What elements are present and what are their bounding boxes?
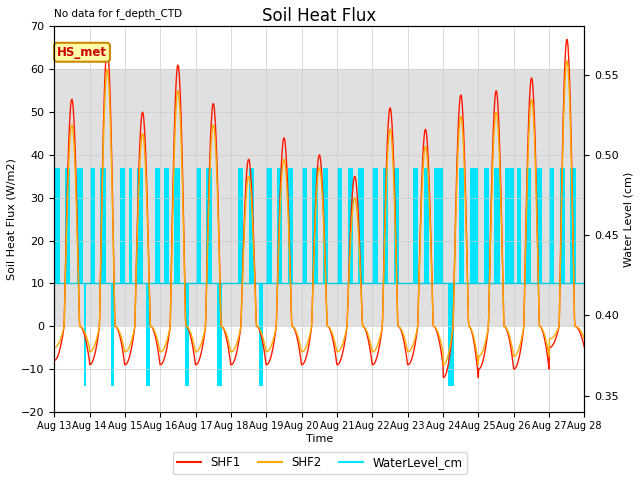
Title: Soil Heat Flux: Soil Heat Flux xyxy=(262,7,376,25)
Bar xyxy=(54,69,584,326)
Y-axis label: Water Level (cm): Water Level (cm) xyxy=(623,171,633,267)
Text: No data for f_depth_CTD: No data for f_depth_CTD xyxy=(54,8,182,19)
X-axis label: Time: Time xyxy=(306,434,333,444)
Legend: SHF1, SHF2, WaterLevel_cm: SHF1, SHF2, WaterLevel_cm xyxy=(173,452,467,474)
Text: HS_met: HS_met xyxy=(57,46,107,59)
Y-axis label: Soil Heat Flux (W/m2): Soil Heat Flux (W/m2) xyxy=(7,158,17,280)
